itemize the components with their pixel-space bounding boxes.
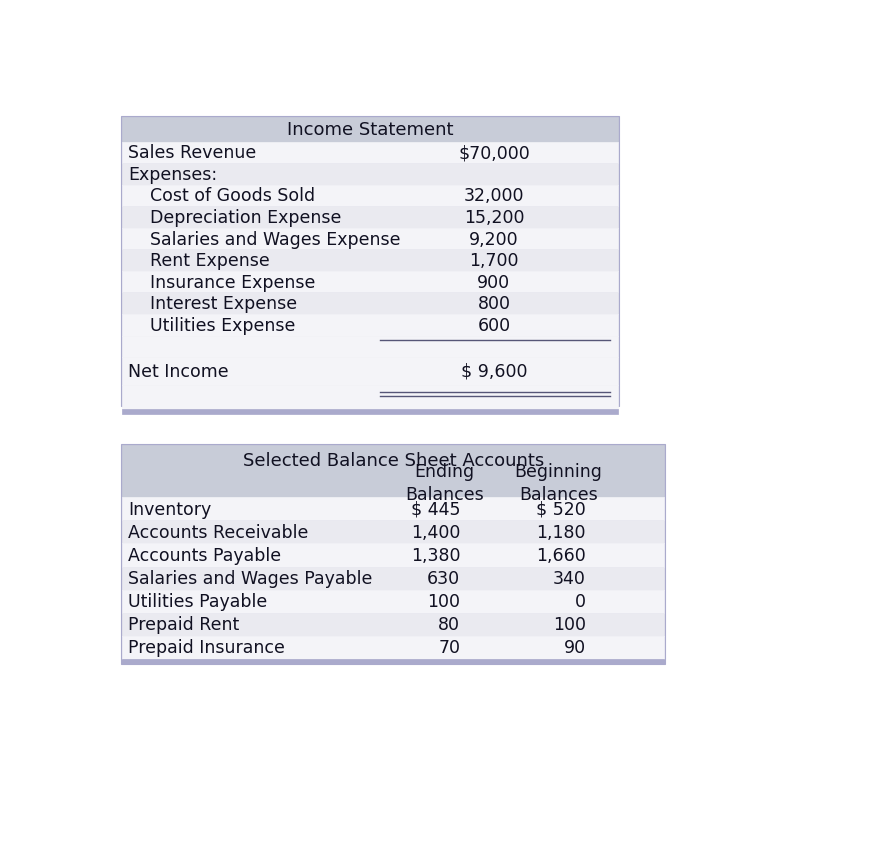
- Text: Expenses:: Expenses:: [128, 165, 217, 183]
- Bar: [122, 118, 618, 142]
- Text: Insurance Expense: Insurance Expense: [150, 273, 315, 292]
- Text: $ 445: $ 445: [411, 500, 460, 519]
- Bar: [122, 497, 664, 520]
- Text: Ending
Balances: Ending Balances: [406, 463, 484, 503]
- Text: Sales Revenue: Sales Revenue: [128, 144, 257, 162]
- Text: Utilities Expense: Utilities Expense: [150, 316, 295, 334]
- Text: Selected Balance Sheet Accounts: Selected Balance Sheet Accounts: [243, 451, 543, 469]
- Bar: [122, 520, 664, 544]
- Text: 32,000: 32,000: [464, 187, 524, 206]
- Bar: [122, 293, 618, 315]
- Bar: [122, 636, 664, 659]
- Bar: [121, 444, 665, 664]
- Bar: [122, 445, 664, 497]
- Text: 100: 100: [427, 593, 460, 611]
- Text: 15,200: 15,200: [464, 209, 524, 227]
- Text: 1,400: 1,400: [411, 523, 460, 542]
- Text: Rent Expense: Rent Expense: [150, 252, 270, 270]
- Bar: [122, 386, 618, 410]
- Text: 90: 90: [564, 639, 586, 657]
- Text: Utilities Payable: Utilities Payable: [128, 593, 267, 611]
- Bar: [122, 271, 618, 293]
- Text: Beginning
Balances: Beginning Balances: [515, 463, 602, 503]
- Text: 70: 70: [438, 639, 460, 657]
- Text: 1,180: 1,180: [536, 523, 586, 542]
- Text: Accounts Receivable: Accounts Receivable: [128, 523, 309, 542]
- Text: 0: 0: [575, 593, 586, 611]
- Text: 100: 100: [553, 616, 586, 634]
- Text: Accounts Payable: Accounts Payable: [128, 547, 281, 565]
- Text: Salaries and Wages Payable: Salaries and Wages Payable: [128, 570, 372, 588]
- Bar: [122, 250, 618, 271]
- Text: Income Statement: Income Statement: [287, 121, 453, 139]
- Bar: [122, 315, 618, 336]
- Text: Prepaid Insurance: Prepaid Insurance: [128, 639, 285, 657]
- Text: 1,380: 1,380: [411, 547, 460, 565]
- Text: Depreciation Expense: Depreciation Expense: [150, 209, 341, 227]
- Text: Net Income: Net Income: [128, 363, 228, 380]
- Bar: [122, 410, 618, 415]
- Text: $ 9,600: $ 9,600: [460, 363, 527, 380]
- Bar: [122, 544, 664, 567]
- Text: Cost of Goods Sold: Cost of Goods Sold: [150, 187, 315, 206]
- Bar: [122, 185, 618, 207]
- Bar: [122, 590, 664, 613]
- Text: $ 520: $ 520: [536, 500, 586, 519]
- Bar: [122, 336, 618, 357]
- Text: Interest Expense: Interest Expense: [150, 295, 297, 313]
- Text: 630: 630: [427, 570, 460, 588]
- Text: 600: 600: [477, 316, 511, 334]
- Text: 80: 80: [438, 616, 460, 634]
- Bar: [122, 229, 618, 250]
- Text: $70,000: $70,000: [458, 144, 530, 162]
- Bar: [122, 357, 618, 386]
- Bar: [122, 613, 664, 636]
- Bar: [122, 567, 664, 590]
- Text: 1,660: 1,660: [536, 547, 586, 565]
- Text: Prepaid Rent: Prepaid Rent: [128, 616, 239, 634]
- Bar: [121, 117, 618, 406]
- Bar: [122, 659, 664, 664]
- Text: 1,700: 1,700: [469, 252, 519, 270]
- Bar: [122, 142, 618, 164]
- Bar: [122, 207, 618, 229]
- Text: 9,200: 9,200: [469, 230, 519, 248]
- Bar: [122, 164, 618, 185]
- Text: 900: 900: [477, 273, 511, 292]
- Text: Inventory: Inventory: [128, 500, 212, 519]
- Text: Salaries and Wages Expense: Salaries and Wages Expense: [150, 230, 400, 248]
- Text: 340: 340: [553, 570, 586, 588]
- Text: 800: 800: [477, 295, 511, 313]
